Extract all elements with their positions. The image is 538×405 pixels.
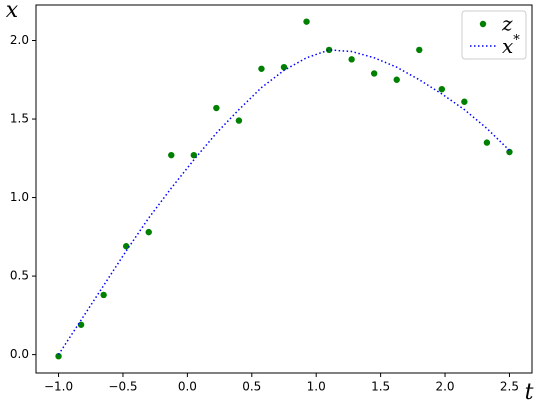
legend-label: x* [502, 33, 520, 58]
legend-swatch [479, 20, 487, 28]
point [325, 46, 333, 54]
point [100, 291, 107, 299]
y-tick-label: 1.5 [10, 112, 29, 126]
legend-box [461, 10, 527, 60]
point [506, 148, 513, 156]
point [190, 151, 198, 159]
y-tick-label: 0.5 [10, 269, 29, 283]
point [258, 65, 265, 72]
plot-frame [35, 4, 533, 374]
x-tick-label: 0.5 [242, 380, 261, 394]
x-tick-label: −0.5 [108, 380, 137, 394]
point [55, 352, 62, 360]
point [145, 228, 152, 236]
point [416, 46, 423, 54]
x-tick-label: −1.0 [44, 380, 73, 394]
point [213, 104, 220, 112]
x-axis-label: t [525, 380, 534, 405]
point [303, 18, 310, 25]
point [77, 321, 85, 328]
x-tick-label: 1.5 [371, 380, 390, 394]
y-tick-label: 0.0 [10, 347, 29, 361]
y-tick-label: 2.0 [10, 33, 29, 47]
x-tick-label: 2.0 [435, 380, 454, 394]
point [438, 85, 446, 93]
point [483, 139, 491, 146]
legend-label: z [501, 12, 513, 36]
legend-label-base: x [502, 34, 513, 58]
point [461, 98, 468, 105]
y-tick-label: 1.0 [10, 190, 29, 204]
curve [57, 49, 510, 356]
legend-label-sup: * [513, 33, 520, 48]
point [370, 70, 378, 77]
x-tick-label: 2.5 [500, 380, 519, 394]
x-tick-label: 0.0 [178, 380, 197, 394]
point [280, 63, 288, 71]
point [122, 243, 130, 250]
y-axis-label: x [6, 0, 19, 23]
point [393, 76, 400, 83]
point [235, 117, 243, 124]
point [168, 151, 175, 159]
x-tick-label: 1.0 [307, 380, 326, 394]
point [348, 56, 355, 63]
